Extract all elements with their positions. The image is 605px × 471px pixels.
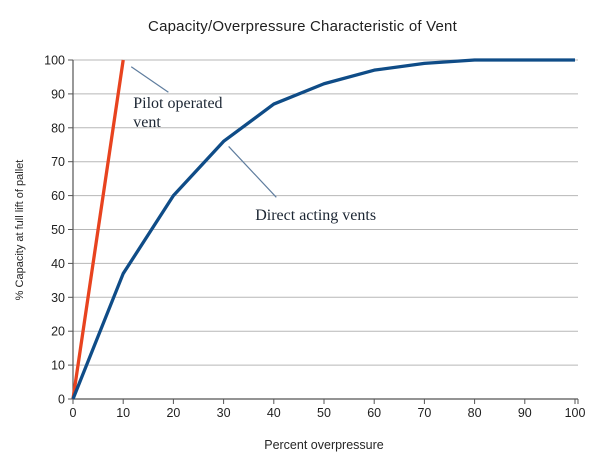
- x-tick-label: 90: [518, 406, 532, 420]
- x-tick-label: 20: [166, 406, 180, 420]
- x-axis-title: Percent overpressure: [264, 438, 384, 452]
- y-tick-label: 80: [51, 121, 65, 135]
- y-tick-label: 30: [51, 291, 65, 305]
- annotation-label: Direct acting vents: [255, 207, 376, 224]
- y-tick-label: 90: [51, 87, 65, 101]
- y-axis-title: % Capacity at full lift of pallet: [14, 159, 26, 301]
- y-tick-label: 60: [51, 189, 65, 203]
- x-tick-label: 30: [217, 406, 231, 420]
- annotation-label-line: Pilot operated: [133, 95, 222, 112]
- y-tick-label: 0: [58, 393, 65, 407]
- y-tick-label: 70: [51, 155, 65, 169]
- annotation-label-line: vent: [133, 114, 161, 131]
- x-tick-label: 50: [317, 406, 331, 420]
- annotation-label-line: Direct acting vents: [255, 207, 376, 224]
- tick-labels-group: 0 10 20 30 40 50 60 70 80 90 100 0 10 20 30 40 50 60 70 80 9…: [44, 54, 585, 421]
- x-tick-label: 60: [367, 406, 381, 420]
- x-tick-label: 100: [565, 406, 586, 420]
- annotation-label: Pilot operated vent: [133, 95, 222, 131]
- y-tick-label: 50: [51, 223, 65, 237]
- x-tick-label: 80: [468, 406, 482, 420]
- tick-marks-group: [68, 59, 579, 404]
- y-tick-label: 100: [44, 54, 65, 68]
- y-tick-label: 20: [51, 325, 65, 339]
- x-tick-label: 70: [417, 406, 431, 420]
- annotations-group: Pilot operated vent Direct acting vents: [130, 66, 376, 224]
- series-group: [71, 58, 575, 400]
- y-tick-label: 10: [51, 359, 65, 373]
- x-tick-label: 40: [267, 406, 281, 420]
- y-tick-label: 40: [51, 257, 65, 271]
- annotation-leader-line: [130, 66, 169, 93]
- chart-title: Capacity/Overpressure Characteristic of …: [148, 18, 457, 35]
- gridlines-group: [73, 59, 578, 366]
- series-line-pilot-operated-vent: [71, 59, 125, 400]
- series-line-direct-acting-vents: [71, 58, 575, 400]
- x-tick-label: 0: [70, 406, 77, 420]
- x-tick-label: 10: [116, 406, 130, 420]
- annotation-leader-line: [228, 146, 277, 198]
